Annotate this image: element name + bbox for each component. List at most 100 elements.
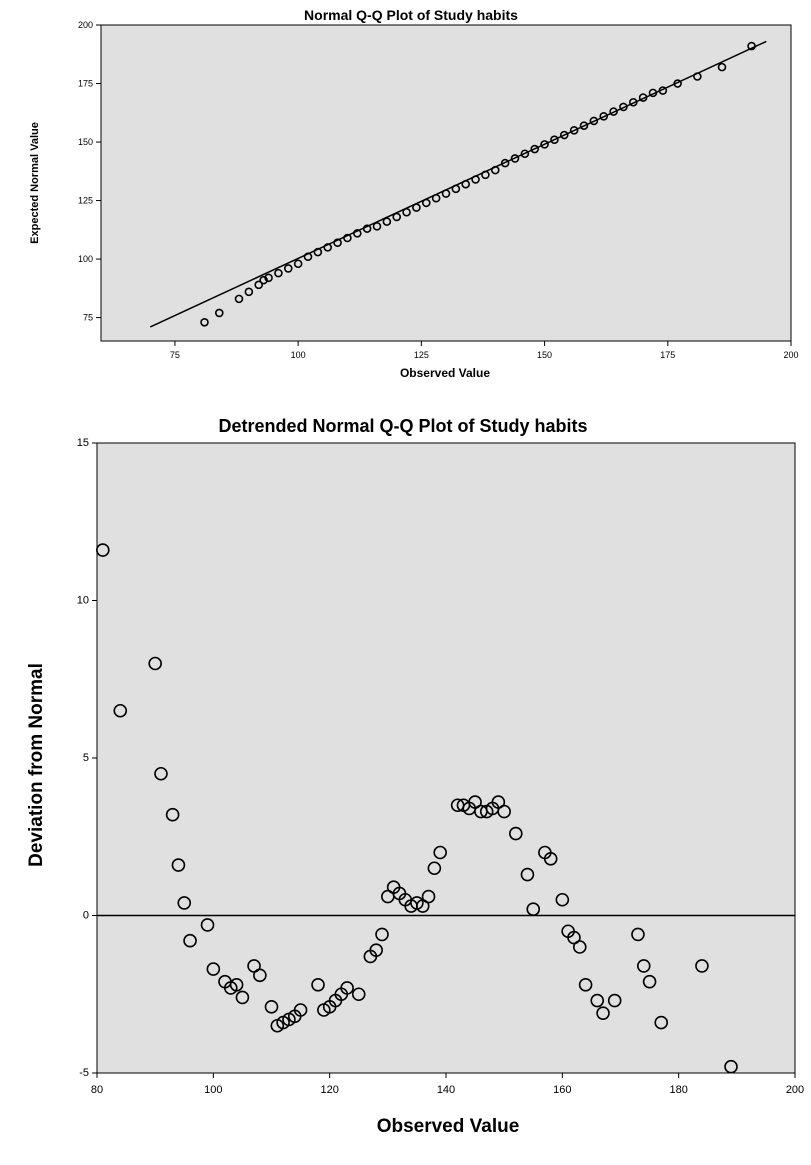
- data-point: [351, 987, 366, 1002]
- data-point: [717, 62, 727, 72]
- data-point: [693, 72, 702, 81]
- data-point: [508, 826, 523, 841]
- x-tick-label: 75: [170, 350, 180, 360]
- data-point: [543, 851, 558, 866]
- data-point: [183, 933, 197, 948]
- qq-points: [200, 41, 756, 327]
- y-tick-label: 125: [78, 196, 93, 206]
- data-point: [421, 889, 436, 904]
- detrended-xlabel: Observed Value: [377, 1116, 520, 1137]
- data-point: [303, 252, 313, 262]
- data-point: [526, 902, 541, 917]
- qq-xlabel: Observed Value: [400, 366, 490, 380]
- x-tick-label: 200: [786, 1084, 804, 1096]
- data-point: [631, 927, 645, 942]
- data-point: [274, 268, 283, 278]
- data-point: [638, 93, 648, 102]
- data-point: [555, 892, 570, 907]
- data-point: [293, 259, 303, 269]
- y-tick-label: 15: [77, 437, 89, 449]
- data-point: [244, 287, 254, 297]
- data-point: [259, 275, 268, 285]
- data-point: [206, 962, 221, 976]
- data-point: [200, 317, 209, 327]
- qq-reference-line: [149, 40, 767, 328]
- data-point: [421, 198, 431, 208]
- data-point: [510, 154, 520, 163]
- qq-y-ticks: 75 100 125 150 175 200: [78, 20, 101, 323]
- x-tick-label: 180: [669, 1084, 687, 1096]
- qq-x-ticks: 75 100 125 150 175 200: [170, 341, 799, 360]
- data-point: [148, 656, 162, 671]
- data-point: [433, 845, 447, 860]
- data-point: [340, 981, 354, 995]
- data-point: [427, 861, 442, 876]
- detrended-chart: Detrended Normal Q-Q Plot of Study habit…: [26, 416, 804, 1137]
- qq-plot-area: [100, 24, 792, 342]
- detrended-y-ticks: -5 0 5 10 15: [77, 437, 97, 1079]
- data-point: [412, 203, 421, 212]
- data-point: [658, 86, 668, 95]
- data-point: [569, 126, 579, 135]
- data-point: [323, 243, 333, 252]
- data-point: [441, 189, 451, 198]
- data-point: [497, 804, 511, 819]
- data-point: [214, 308, 224, 318]
- data-point: [490, 165, 500, 175]
- data-point: [264, 1000, 279, 1014]
- data-point: [235, 990, 250, 1005]
- data-point: [607, 993, 622, 1008]
- y-tick-label: 100: [78, 254, 93, 264]
- data-point: [572, 940, 587, 954]
- x-tick-label: 125: [414, 350, 429, 360]
- data-point: [451, 184, 461, 194]
- x-tick-label: 140: [437, 1084, 455, 1096]
- data-point: [165, 807, 180, 822]
- data-point: [550, 135, 559, 144]
- data-point: [520, 867, 535, 882]
- detrended-points: [96, 543, 738, 1074]
- qq-chart: Normal Q-Q Plot of Study habits Observed…: [29, 7, 799, 380]
- data-point: [333, 238, 342, 247]
- qq-ylabel: Expected Normal Value: [29, 122, 41, 244]
- data-point: [636, 959, 651, 973]
- x-tick-label: 80: [91, 1084, 103, 1096]
- data-point: [724, 1059, 738, 1074]
- data-point: [695, 959, 709, 973]
- data-point: [599, 111, 609, 121]
- data-point: [628, 97, 638, 107]
- data-point: [642, 974, 657, 989]
- x-tick-label: 120: [320, 1084, 338, 1096]
- data-point: [372, 222, 382, 231]
- detrended-x-ticks: 80 100 120 140 160 180 200: [91, 1073, 804, 1096]
- data-point: [578, 977, 593, 992]
- data-point: [382, 217, 392, 226]
- y-tick-label: 10: [77, 595, 89, 607]
- data-point: [431, 193, 441, 203]
- data-point: [264, 273, 273, 283]
- y-tick-label: 175: [78, 79, 93, 89]
- data-point: [313, 247, 323, 257]
- data-point: [229, 977, 244, 992]
- detrended-title: Detrended Normal Q-Q Plot of Study habit…: [218, 416, 587, 436]
- y-tick-label: 0: [83, 910, 89, 922]
- data-point: [113, 703, 128, 718]
- data-point: [520, 149, 530, 159]
- y-tick-label: 150: [78, 137, 93, 147]
- data-point: [402, 207, 411, 217]
- data-point: [253, 968, 267, 983]
- data-point: [471, 175, 480, 184]
- x-tick-label: 100: [291, 350, 306, 360]
- y-tick-label: -5: [79, 1067, 89, 1079]
- detrended-ylabel: Deviation from Normal: [26, 663, 47, 867]
- data-point: [590, 993, 605, 1008]
- qq-title: Normal Q-Q Plot of Study habits: [304, 7, 518, 23]
- x-tick-label: 160: [553, 1084, 571, 1096]
- x-tick-label: 200: [783, 350, 798, 360]
- data-point: [648, 88, 658, 98]
- data-point: [500, 158, 510, 168]
- x-tick-label: 175: [660, 350, 675, 360]
- data-point: [375, 927, 389, 942]
- data-point: [311, 977, 325, 992]
- data-point: [540, 140, 549, 149]
